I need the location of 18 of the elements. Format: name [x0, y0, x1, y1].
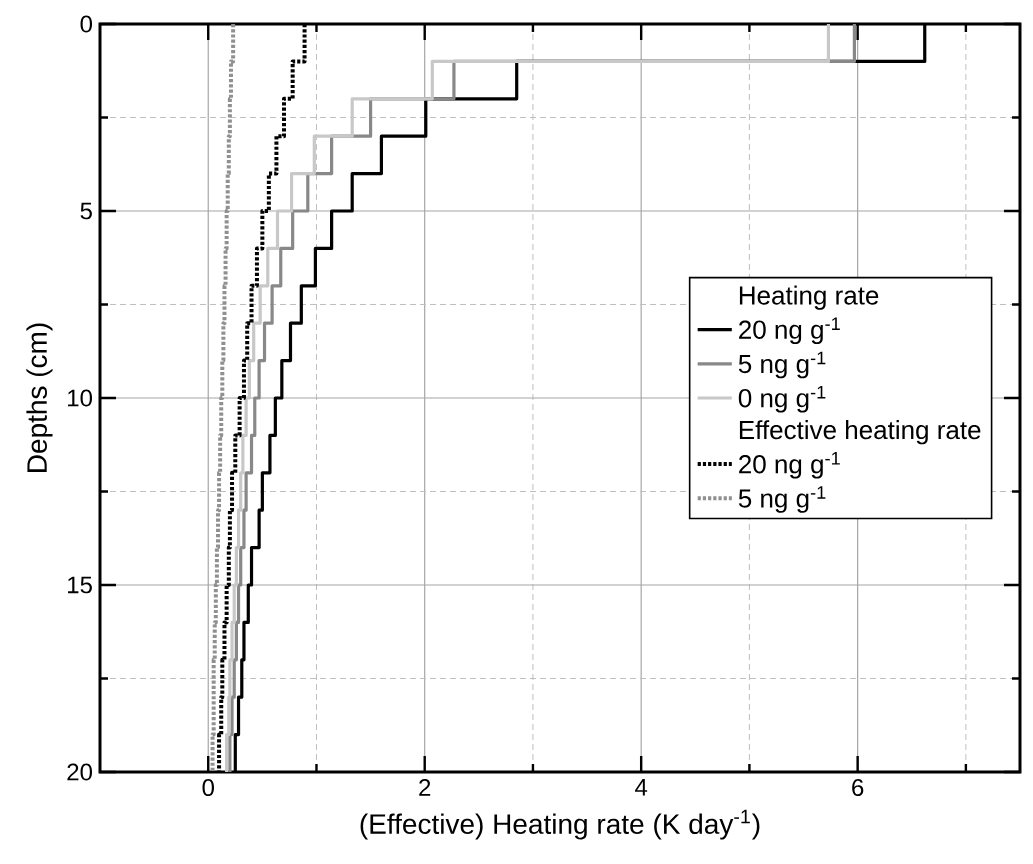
- annotation: Effective heating rate: [739, 420, 981, 445]
- y-tick-label: 0: [80, 15, 93, 33]
- x-axis-title: (Effective) Heating rate (K day$^{-1}$): [360, 809, 760, 840]
- x-tick-label: 6: [852, 779, 864, 797]
- y-axis-title: Depths (cm): [26, 323, 53, 472]
- x-tick-label: 0: [202, 779, 214, 797]
- x-tick-label: 2: [419, 779, 431, 796]
- legend-label: 20 ng g$^{-1}$: [739, 451, 840, 479]
- legend-label: 20 ng g$^{-1}$: [739, 317, 840, 345]
- legend-label: 0 ng g$^{-1}$: [738, 385, 826, 413]
- legend-label: 5 ng g$^{-1}$: [738, 486, 826, 513]
- legend-label: 5 ng g$^{-1}$: [738, 351, 826, 379]
- legend-title: Heating rate: [739, 285, 879, 310]
- y-tick-label: 10: [68, 389, 93, 407]
- y-tick-label: 15: [68, 576, 92, 594]
- y-tick-label: 20: [67, 763, 93, 781]
- x-tick-label: 4: [635, 779, 648, 796]
- y-tick-label: 5: [80, 202, 92, 220]
